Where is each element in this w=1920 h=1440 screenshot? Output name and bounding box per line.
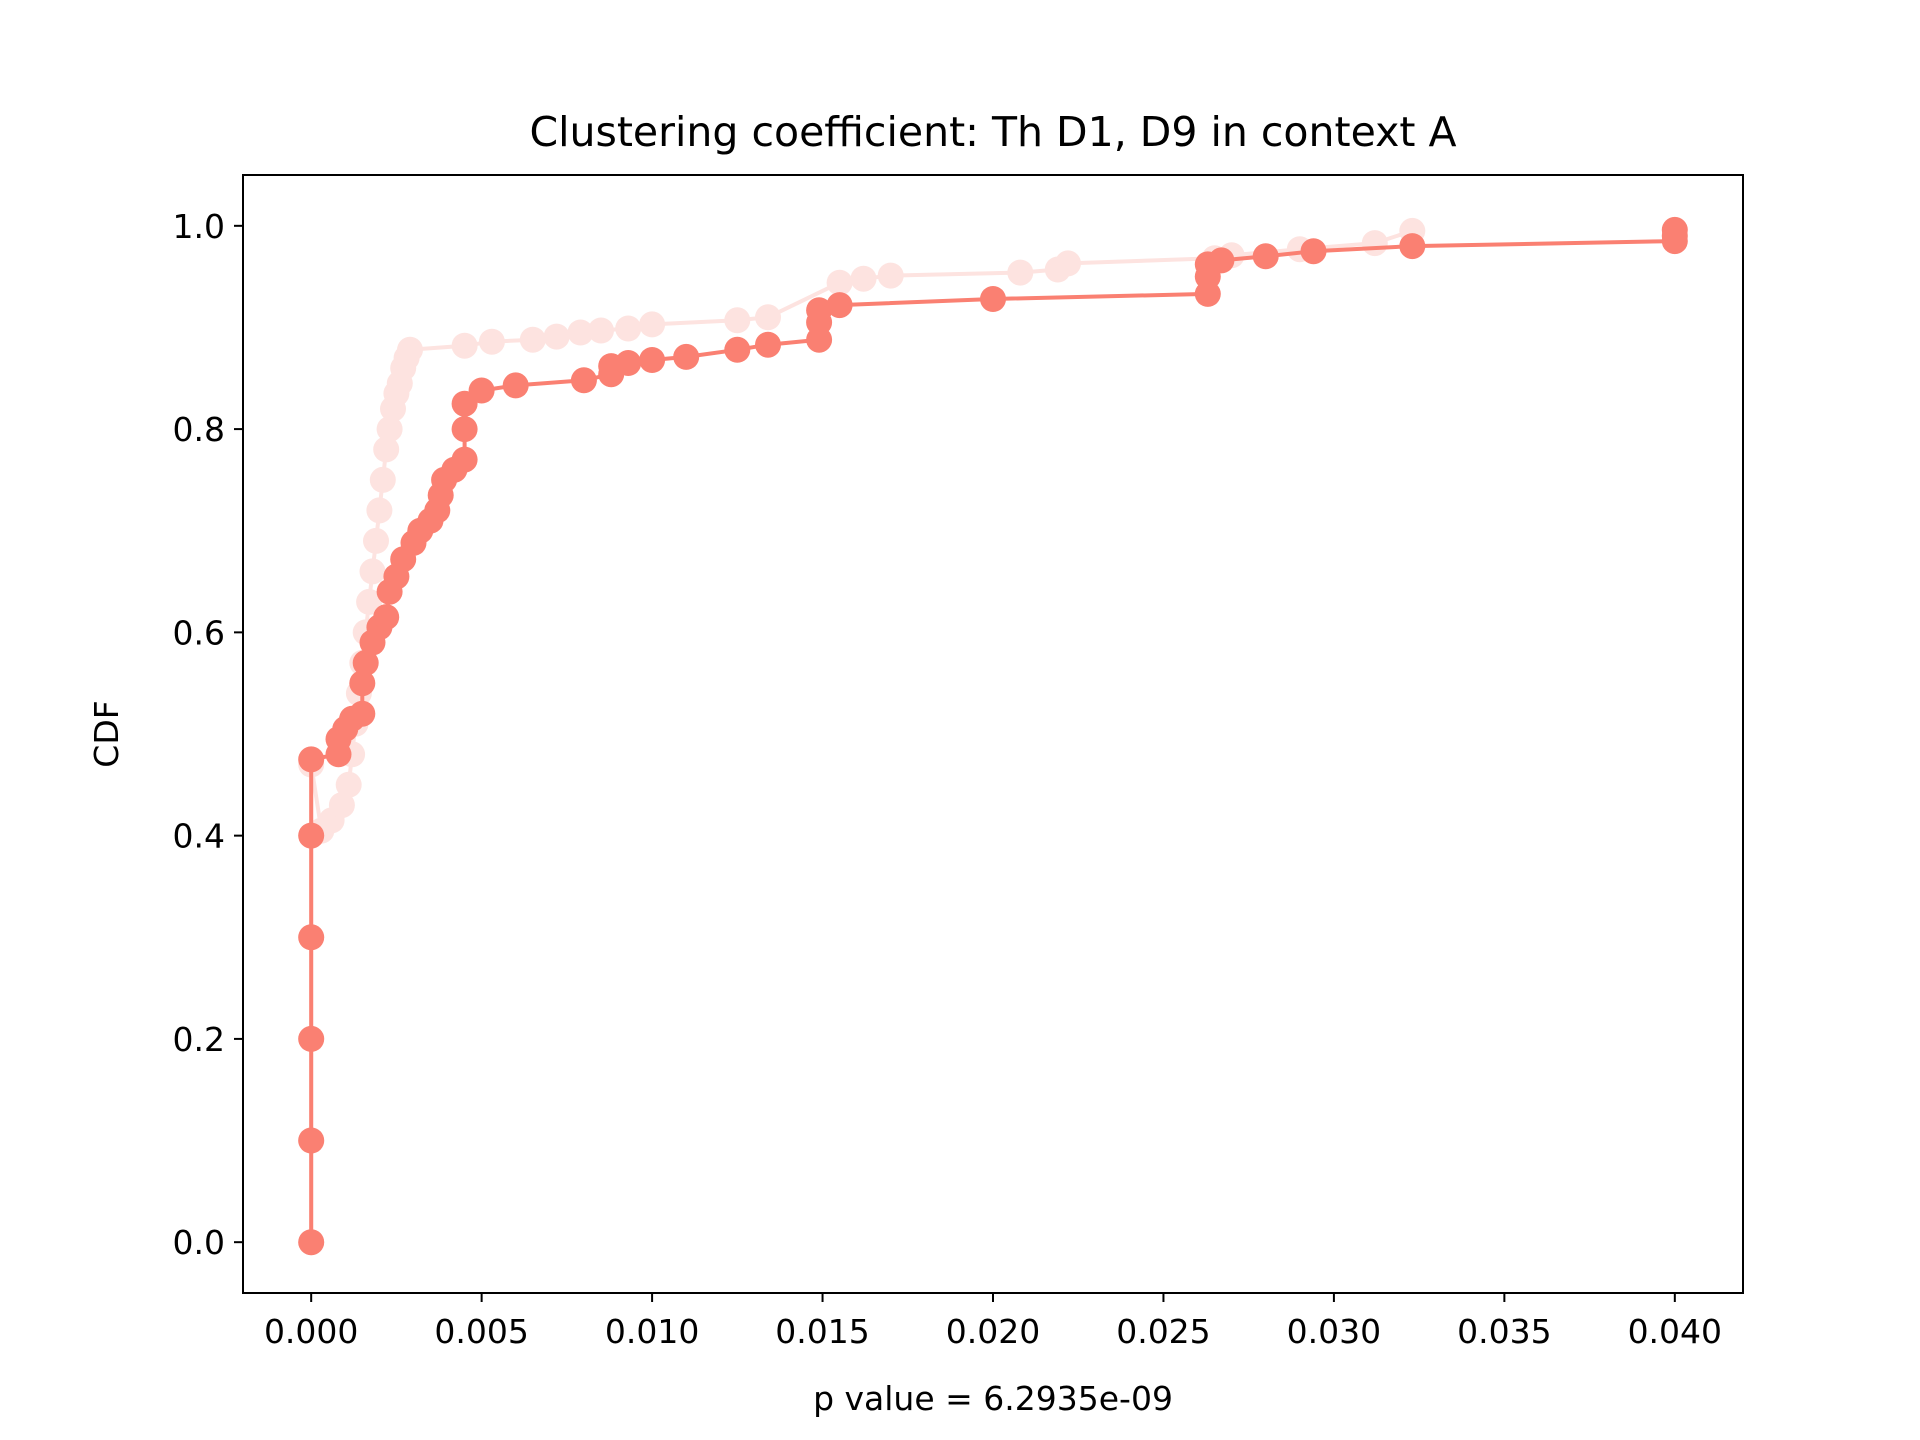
series-1-point [335,771,362,798]
series-1-point [359,558,386,585]
series-2-point [806,297,833,324]
y-axis-label: CDF [87,700,126,767]
series-1-point [376,416,403,443]
x-axis-label: p value = 6.2935e-09 [813,1379,1173,1418]
series-2-point [298,1025,325,1052]
series-2-point [352,649,379,676]
series-1-point [567,319,594,346]
series-1-point [755,304,781,331]
series-2-point [298,822,325,849]
series-2-point [502,372,529,399]
y-tick-label: 0.6 [173,613,225,652]
series-2-point [298,746,325,773]
series-2-point [724,336,751,363]
series-2-point [298,1229,325,1256]
series-1-point [588,317,614,344]
x-tick-label: 0.025 [1116,1312,1210,1351]
series-1-point [639,311,666,338]
x-axis: 0.000 0.005 0.010 0.015 0.020 0.025 0.030 0.035… [264,1293,1722,1351]
x-tick-label: 0.005 [434,1312,528,1351]
series-1-point [369,466,396,493]
series-2-point [639,347,666,373]
series-2-point [615,350,642,376]
series-1-point [519,326,546,353]
series-2-point [451,446,478,473]
chart-title: Clustering coefficient: Th D1, D9 in con… [529,108,1456,156]
y-tick-label: 0.0 [173,1223,225,1262]
x-tick-label: 0.030 [1287,1312,1381,1351]
series-2-point [1252,243,1279,270]
x-tick-label: 0.010 [605,1312,699,1351]
series-2-point [298,924,325,951]
y-tick-label: 0.2 [173,1020,225,1059]
series-1-point [850,265,877,292]
series-1-point [1055,250,1081,277]
series-1-point [877,262,904,289]
series-1-point [615,315,642,342]
series-1-point [366,497,393,524]
series-2-point [349,700,376,727]
x-tick-label: 0.000 [264,1312,358,1351]
series-2-point [468,377,495,404]
series-1-point [356,588,383,615]
series-1-point [1361,230,1388,257]
y-tick-label: 1.0 [173,207,225,246]
series-2-point [1661,216,1688,243]
series-2-point [980,286,1006,312]
plot-area [298,216,1688,1256]
series-1-point [543,323,570,350]
series-2-point [373,604,400,631]
series-1-point [1007,259,1034,286]
series-1-point [724,307,751,334]
series-2-point [298,1127,325,1154]
series-2 [298,216,1688,1256]
series-1-point [397,336,423,363]
y-tick-label: 0.4 [173,817,225,856]
x-tick-label: 0.035 [1457,1312,1551,1351]
y-axis: 0.0 0.2 0.4 0.6 0.8 1.0 [173,207,243,1262]
series-2-point [826,292,853,319]
series-1-point [373,436,400,463]
series-1-point [328,792,355,819]
series-2-point [1300,238,1327,265]
x-tick-label: 0.015 [775,1312,869,1351]
series-1-point [363,527,389,554]
x-tick-label: 0.020 [946,1312,1040,1351]
series-2-point [349,670,376,697]
y-tick-label: 0.8 [173,410,225,449]
series-1-point [478,328,505,355]
x-tick-label: 0.040 [1628,1312,1722,1351]
series-1-point [451,332,478,359]
series-2-point [1399,233,1426,260]
series-1-point [826,269,853,296]
series-2-point [673,343,700,370]
series-2-point [755,331,781,358]
series-2-point [570,367,597,394]
series-2-point [451,416,478,443]
series-2-point [1208,247,1235,274]
